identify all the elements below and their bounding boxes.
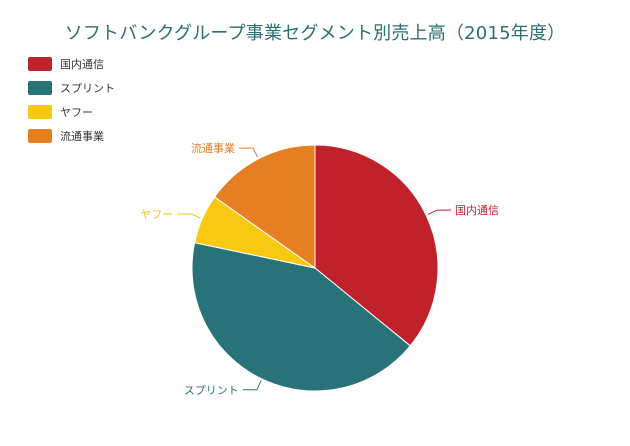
callout-line (242, 380, 262, 391)
slice-label-ryutsu: 流通事業 (191, 141, 235, 155)
legend-item-sprint[interactable]: スプリント (28, 76, 115, 100)
callout-line (427, 209, 451, 215)
legend-label: スプリント (60, 82, 115, 95)
legend-swatch (28, 105, 52, 119)
legend-item-kokunai[interactable]: 国内通信 (28, 52, 115, 76)
chart-title: ソフトバンクグループ事業セグメント別売上高（2015年度） (64, 23, 566, 44)
legend: 国内通信 スプリント ヤフー 流通事業 (28, 52, 115, 148)
slice-label-sprint: スプリント (184, 384, 239, 397)
slice-label-kokunai: 国内通信 (455, 203, 499, 217)
pie-slice-kokunai[interactable] (314, 144, 439, 347)
legend-label: ヤフー (60, 106, 93, 119)
legend-label: 流通事業 (60, 130, 104, 143)
legend-swatch (28, 81, 52, 95)
legend-item-yahoo[interactable]: ヤフー (28, 100, 115, 124)
legend-item-ryutsu[interactable]: 流通事業 (28, 124, 115, 148)
pie-slices (191, 144, 439, 392)
legend-swatch (28, 129, 52, 143)
legend-swatch (28, 57, 52, 71)
pie-slice-sprint[interactable] (191, 242, 411, 392)
slice-label-yahoo: ヤフー (140, 208, 173, 221)
pie-slice-ryutsu[interactable] (213, 144, 316, 269)
callout-line (239, 147, 259, 158)
callout-line (177, 213, 201, 219)
legend-label: 国内通信 (60, 58, 104, 71)
